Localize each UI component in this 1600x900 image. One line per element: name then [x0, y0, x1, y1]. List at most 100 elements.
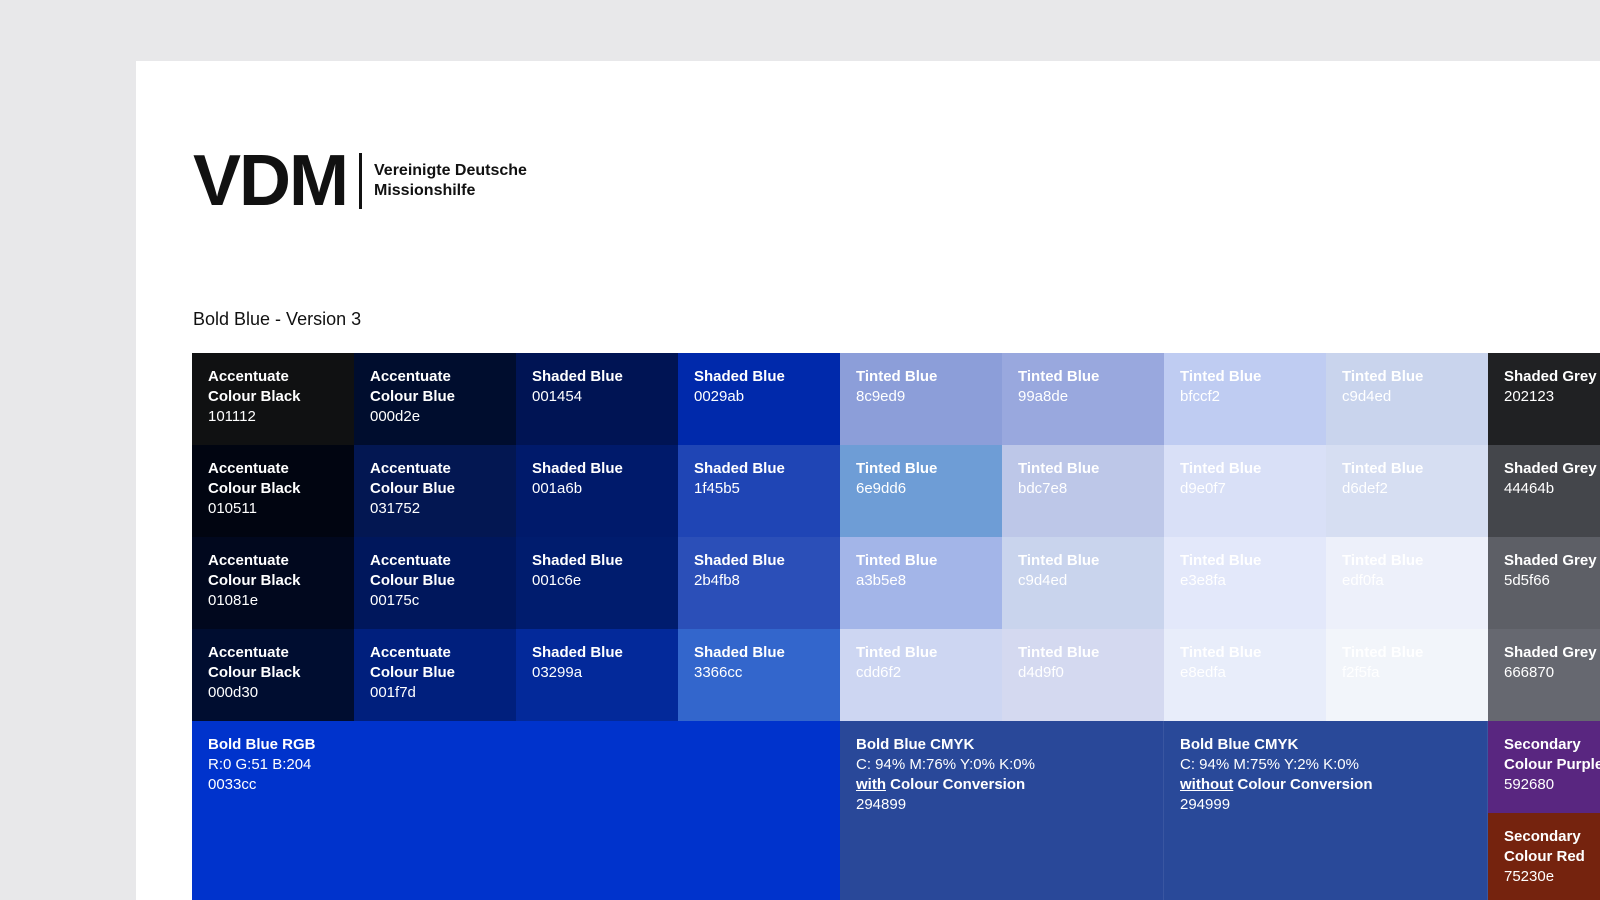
swatch-code: cdd6f2	[856, 664, 902, 681]
swatch-code: 5d5f66	[1504, 572, 1550, 589]
swatch-bold-blue-rgb: Bold Blue RGB R:0 G:51 B:204 0033cc	[192, 721, 840, 900]
swatch-code: 00175c	[370, 592, 420, 609]
logo-line-1: Vereinigte Deutsche	[374, 162, 527, 179]
swatch-name: Tinted Blue	[1180, 644, 1262, 661]
swatch-010511: Accentuate Colour Black 010511	[192, 445, 354, 537]
swatch-666870: Shaded Grey 666870	[1488, 629, 1600, 721]
swatch-code: 294899	[856, 796, 907, 813]
swatch-202123: Shaded Grey 202123	[1488, 353, 1600, 445]
swatch-name: Shaded Grey	[1504, 460, 1597, 477]
swatch-values: C: 94% M:76% Y:0% K:0%	[856, 756, 1035, 773]
swatch-bfccf2: Tinted Blue bfccf2	[1164, 353, 1326, 445]
swatch-03299a: Shaded Blue 03299a	[516, 629, 678, 721]
swatch-edf0fa: Tinted Blue edf0fa	[1326, 537, 1488, 629]
swatch-name: Shaded Grey	[1504, 644, 1597, 661]
swatch-2b4fb8: Shaded Blue 2b4fb8	[678, 537, 840, 629]
swatch-name: Tinted Blue	[856, 644, 938, 661]
swatch-name: Shaded Blue	[694, 368, 785, 385]
swatch-cdd6f2: Tinted Blue cdd6f2	[840, 629, 1002, 721]
conversion-text: Colour Conversion	[886, 776, 1026, 793]
swatch-code: d4d9f0	[1018, 664, 1064, 681]
swatch-name: Accentuate Colour Blue	[370, 644, 455, 681]
swatch-3366cc: Shaded Blue 3366cc	[678, 629, 840, 721]
swatch-name: Shaded Blue	[694, 552, 785, 569]
swatch-code: 010511	[208, 500, 257, 517]
swatch-name: Bold Blue CMYK	[856, 736, 975, 753]
swatch-code: 001f7d	[370, 684, 416, 701]
page-title: Bold Blue - Version 3	[193, 309, 362, 329]
conversion-qualifier: with	[856, 776, 886, 793]
swatch-99a8de: Tinted Blue 99a8de	[1002, 353, 1164, 445]
swatch-5d5f66: Shaded Grey 5d5f66	[1488, 537, 1600, 629]
swatch-code: 001c6e	[532, 572, 582, 589]
swatch-name: Tinted Blue	[1018, 368, 1100, 385]
swatch-name: Tinted Blue	[1180, 552, 1262, 569]
swatch-code: 6e9dd6	[856, 480, 907, 497]
swatch-code: bdc7e8	[1018, 480, 1068, 497]
swatch-code: 000d30	[208, 684, 259, 701]
swatch-code: e8edfa	[1180, 664, 1226, 681]
swatch-c9d4ed: Tinted Blue c9d4ed	[1002, 537, 1164, 629]
swatch-e3e8fa: Tinted Blue e3e8fa	[1164, 537, 1326, 629]
swatch-0029ab: Shaded Blue 0029ab	[678, 353, 840, 445]
swatch-conversion: without Colour Conversion	[1180, 775, 1471, 795]
swatch-values: R:0 G:51 B:204	[208, 756, 312, 773]
swatch-001c6e: Shaded Blue 001c6e	[516, 537, 678, 629]
swatch-name: Accentuate Colour Black	[208, 368, 301, 405]
swatch-name: Shaded Grey	[1504, 368, 1597, 385]
logo-wordmark: Vereinigte Deutsche Missionshilfe	[374, 161, 527, 201]
conversion-text: Colour Conversion	[1233, 776, 1373, 793]
swatch-d6def2: Tinted Blue d6def2	[1326, 445, 1488, 537]
swatch-name: Bold Blue CMYK	[1180, 736, 1299, 753]
swatch-name: Accentuate Colour Blue	[370, 552, 455, 589]
swatch-031752: Accentuate Colour Blue 031752	[354, 445, 516, 537]
logo-mark: VDM	[193, 141, 349, 221]
swatch-code: 01081e	[208, 592, 259, 609]
swatch-code: bfccf2	[1180, 388, 1221, 405]
swatch-code: edf0fa	[1342, 572, 1384, 589]
swatch-bdc7e8: Tinted Blue bdc7e8	[1002, 445, 1164, 537]
swatch-code: 101112	[208, 408, 256, 425]
swatch-secondary-purple: Secondary Colour Purple 592680	[1488, 721, 1600, 813]
conversion-qualifier: without	[1180, 776, 1234, 793]
swatch-name: Accentuate Colour Blue	[370, 368, 455, 405]
swatch-name: Bold Blue RGB	[208, 736, 316, 753]
swatch-code: 000d2e	[370, 408, 421, 425]
swatch-code: e3e8fa	[1180, 572, 1226, 589]
swatch-code: c9d4ed	[1342, 388, 1392, 405]
swatch-code: d6def2	[1342, 480, 1388, 497]
swatch-01081e: Accentuate Colour Black 01081e	[192, 537, 354, 629]
swatch-1f45b5: Shaded Blue 1f45b5	[678, 445, 840, 537]
swatch-code: 75230e	[1504, 868, 1555, 885]
logo-divider	[359, 153, 362, 209]
swatch-code: 3366cc	[694, 664, 743, 681]
swatch-code: a3b5e8	[856, 572, 907, 589]
swatch-d9e0f7: Tinted Blue d9e0f7	[1164, 445, 1326, 537]
swatch-code: 1f45b5	[694, 480, 740, 497]
swatch-name: Shaded Grey	[1504, 552, 1597, 569]
swatch-name: Tinted Blue	[1342, 644, 1424, 661]
swatch-a3b5e8: Tinted Blue a3b5e8	[840, 537, 1002, 629]
swatch-name: Tinted Blue	[1180, 368, 1262, 385]
swatch-name: Secondary Colour Purple	[1504, 736, 1600, 773]
swatch-secondary-red: Secondary Colour Red 75230e	[1488, 813, 1600, 900]
swatch-code: 031752	[370, 500, 421, 517]
swatch-name: Shaded Blue	[694, 460, 785, 477]
swatch-000d2e: Accentuate Colour Blue 000d2e	[354, 353, 516, 445]
swatch-name: Accentuate Colour Black	[208, 644, 301, 681]
swatch-8c9ed9: Tinted Blue 8c9ed9	[840, 353, 1002, 445]
swatch-6e9dd6: Tinted Blue 6e9dd6	[840, 445, 1002, 537]
swatch-c9d4ed: Tinted Blue c9d4ed	[1326, 353, 1488, 445]
swatch-name: Tinted Blue	[856, 460, 938, 477]
swatch-00175c: Accentuate Colour Blue 00175c	[354, 537, 516, 629]
swatch-code: 001a6b	[532, 480, 583, 497]
swatch-code: 202123	[1504, 388, 1555, 405]
swatch-bold-blue-cmyk-with: Bold Blue CMYK C: 94% M:76% Y:0% K:0% with…	[840, 721, 1164, 900]
swatch-code: 666870	[1504, 664, 1555, 681]
swatch-name: Shaded Blue	[694, 644, 785, 661]
swatch-name: Secondary Colour Red	[1504, 828, 1585, 865]
swatch-001a6b: Shaded Blue 001a6b	[516, 445, 678, 537]
swatch-name: Accentuate Colour Black	[208, 552, 301, 589]
swatch-d4d9f0: Tinted Blue d4d9f0	[1002, 629, 1164, 721]
swatch-code: 294999	[1180, 796, 1231, 813]
